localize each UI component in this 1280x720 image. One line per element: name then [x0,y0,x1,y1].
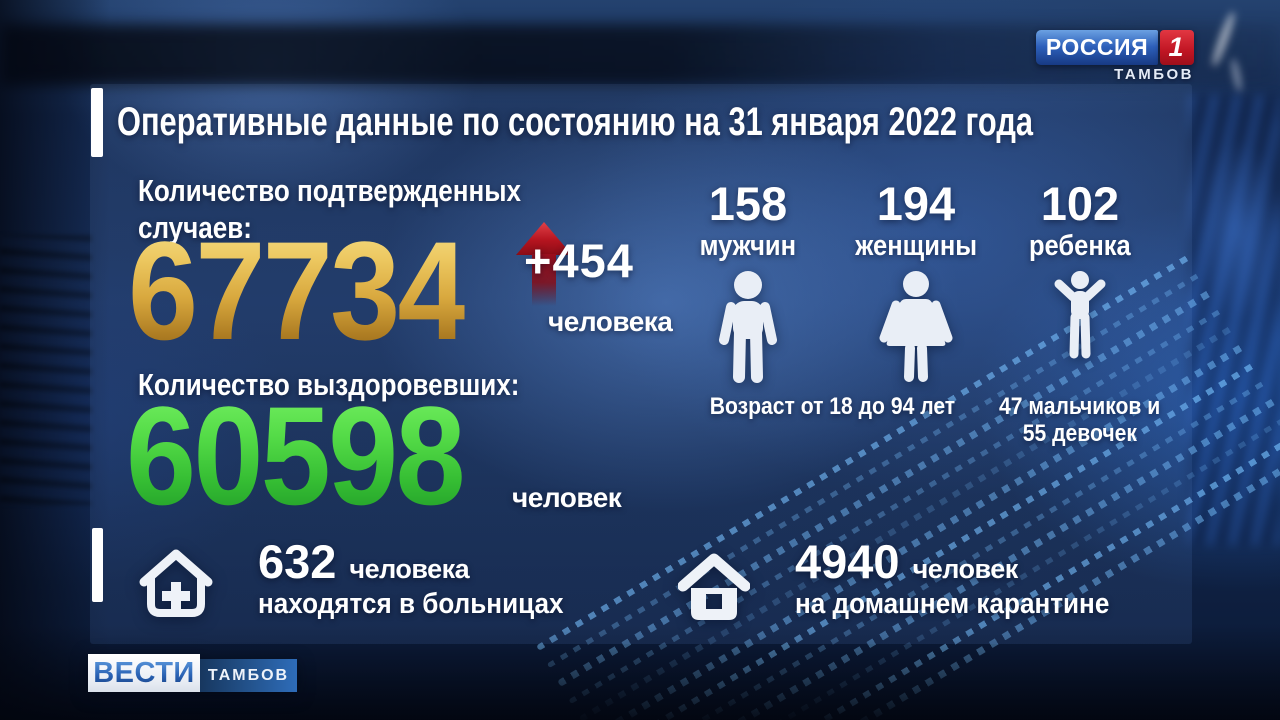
adults-age-note: Возраст от 18 до 94 лет [709,393,955,420]
channel-number-label: 1 [1168,32,1184,62]
women-label: женщины [855,230,977,262]
program-logo: ВЕСТИ ТАМБОВ [88,654,297,692]
title-accent-bar [91,88,103,157]
child-icon [1051,270,1109,367]
program-logo-brand-box: ВЕСТИ [88,654,200,692]
hospital-icon [138,546,214,625]
confirmed-cases-value: 67734 [128,212,468,369]
men-label: мужчин [699,230,797,262]
men-count: 158 [708,177,788,230]
header: Оперативные данные по состоянию на 31 ян… [117,88,1280,157]
channel-number-badge: 1 [1160,30,1194,65]
children-count: 102 [1040,177,1120,230]
increase-arrow-icon [515,221,573,314]
recovered-value: 60598 [126,377,466,534]
hospitalized-caption: находятся в больницах [258,588,564,620]
confirmed-daily-increase-unit: человека [548,306,673,337]
demographic-column-men: 158 мужчин [668,180,828,389]
demographic-column-children: 102 ребенка [1000,180,1160,367]
hospitalized-unit: человека [349,554,470,584]
children-detail-note: 47 мальчиков и 55 девочек [999,393,1161,447]
program-brand-label: ВЕСТИ [93,656,195,689]
program-region-label: ТАМБОВ [207,666,290,684]
quarantined-value: 4940 [795,535,900,588]
recovered-unit: человек [512,482,622,513]
confirmed-cases-label-line1: Количество подтвержденных [138,173,521,208]
confirmed-cases-label: Количество подтвержденных случаев: [138,172,594,246]
program-logo-region-box: ТАМБОВ [200,659,297,692]
recovered-label: Количество выздоровевших: [138,367,520,402]
hospitalized-value: 632 [258,535,337,588]
channel-logo: РОССИЯ 1 [1036,30,1194,65]
page-title: Оперативные данные по состоянию на 31 ян… [117,100,1034,144]
quarantined-unit: человек [912,554,1019,584]
background-texture-right [1188,95,1280,545]
bottom-accent-bar [92,528,103,602]
background-dark-edge-left [0,0,110,720]
confirmed-daily-increase: +454 [524,234,634,287]
channel-region-label: ТАМБОВ [1114,66,1194,83]
hospitalized-stat: 632 человека находятся в больницах [258,538,597,619]
channel-logo-blue-box: РОССИЯ [1036,30,1158,65]
woman-icon [870,270,962,388]
quarantined-caption: на домашнем карантине [795,588,1110,620]
channel-brand-label: РОССИЯ [1045,34,1149,60]
background-light-streak [1209,10,1238,68]
background-texture-left [0,235,92,505]
man-icon [709,270,787,389]
demographic-column-women: 194 женщины [836,180,996,388]
home-icon [677,548,751,627]
women-count: 194 [876,177,956,230]
quarantined-stat: 4940 человек на домашнем карантине [795,538,1144,619]
confirmed-cases-label-line2: случаев: [138,209,252,246]
children-label: ребенка [1029,230,1131,262]
